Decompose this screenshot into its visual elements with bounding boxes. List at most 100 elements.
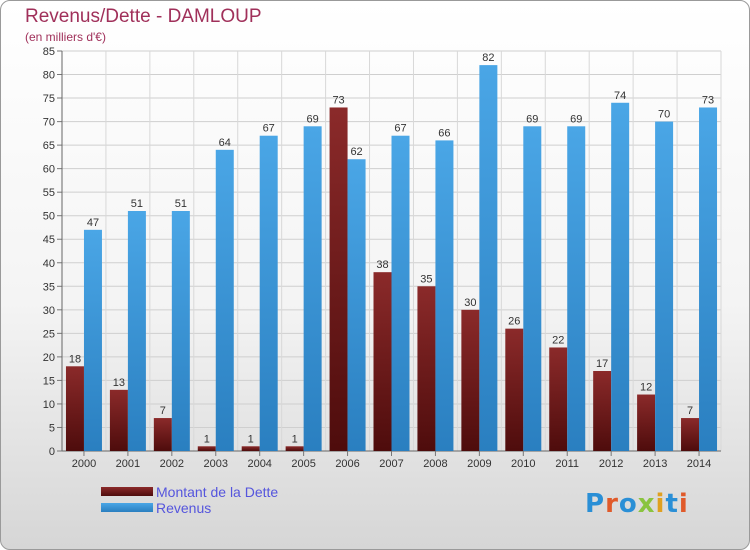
value-label-dette: 1 [204,433,210,445]
y-tick-label: 60 [43,164,55,176]
bar-revenus [567,126,586,451]
y-tick-label: 65 [43,140,55,152]
bar-revenus [83,229,102,451]
y-tick-label: 75 [43,93,55,105]
value-label-dette: 7 [687,405,693,417]
x-tick-label: 2014 [687,458,711,470]
bar-dette [109,389,128,451]
value-label-dette: 7 [160,405,166,417]
value-label-revenus: 51 [131,198,143,210]
value-label-revenus: 69 [526,113,538,125]
logo-letter: o [618,489,638,519]
bar-revenus [523,126,542,451]
x-tick-label: 2001 [116,458,140,470]
y-tick-label: 5 [49,422,55,434]
legend-swatch-revenus [101,503,153,512]
bar-revenus [391,135,410,452]
x-tick-label: 2004 [247,458,271,470]
y-tick-label: 10 [43,399,55,411]
value-label-revenus: 70 [658,109,670,121]
bar-dette [329,107,348,452]
bar-revenus [215,149,234,451]
value-label-dette: 35 [420,273,432,285]
value-label-revenus: 67 [263,123,275,135]
value-labels: 18 47 13 51 7 51 1 64 1 67 1 69 73 62 38 67 35 66 30 82 26 69… [69,52,714,445]
bar-revenus [171,211,190,451]
x-tick-label: 2000 [72,458,96,470]
logo-letter: r [605,489,619,519]
value-label-dette: 1 [292,433,298,445]
y-tick-label: 20 [43,352,55,364]
x-tick-label: 2008 [423,458,447,470]
value-label-revenus: 73 [702,94,714,106]
legend-label-dette: Montant de la Dette [156,484,279,500]
bar-revenus [127,211,146,451]
logo-letter: i [678,489,689,519]
bar-dette [197,446,216,451]
bar-dette [65,366,84,451]
value-label-dette: 1 [248,433,254,445]
x-tick-label: 2002 [160,458,184,470]
x-tick-label: 2005 [291,458,315,470]
chart-subtitle: (en milliers d'€) [25,30,106,44]
logo-letter: P [585,489,606,519]
x-tick-label: 2010 [511,458,535,470]
x-tick-label: 2006 [335,458,359,470]
bar-revenus [259,135,278,452]
bar-dette [549,347,568,451]
value-label-revenus: 69 [307,113,319,125]
bar-revenus [303,126,322,451]
x-tick-label: 2012 [599,458,623,470]
y-tick-label: 0 [49,446,55,458]
y-tick-label: 55 [43,187,55,199]
y-tick-label: 45 [43,234,55,246]
x-tick-label: 2007 [379,458,403,470]
bar-revenus [655,121,674,452]
x-tick-label: 2011 [555,458,579,470]
value-label-revenus: 69 [570,113,582,125]
value-label-dette: 30 [464,297,476,309]
bar-dette [417,286,436,451]
value-label-revenus: 51 [175,198,187,210]
bar-dette [241,446,260,451]
value-label-revenus: 82 [482,52,494,64]
value-label-revenus: 74 [614,90,626,102]
logo-letter: i [655,489,666,519]
logo-letter: x [637,489,656,519]
bar-dette [505,328,524,451]
bar-dette [153,418,172,451]
bar-dette [637,394,656,451]
value-label-dette: 17 [596,358,608,370]
y-tick-label: 85 [43,46,55,58]
y-tick-label: 80 [43,70,55,82]
y-tick-label: 15 [43,375,55,387]
x-tick-label: 2003 [204,458,228,470]
value-label-dette: 13 [113,377,125,389]
bar-revenus [611,102,630,451]
value-label-revenus: 66 [438,127,450,139]
y-tick-label: 50 [43,211,55,223]
y-tick-label: 40 [43,258,55,270]
value-label-revenus: 67 [394,123,406,135]
bar-dette [593,371,612,451]
value-label-dette: 12 [640,382,652,394]
value-label-revenus: 64 [219,137,231,149]
bar-dette [373,272,392,451]
value-label-revenus: 62 [350,146,362,158]
x-tick-label: 2013 [643,458,667,470]
y-tick-label: 30 [43,305,55,317]
value-label-revenus: 47 [87,217,99,229]
value-label-dette: 26 [508,316,520,328]
chart-title: Revenus/Dette - DAMLOUP [25,6,262,27]
bar-revenus [435,140,454,452]
value-label-dette: 18 [69,353,81,365]
bar-revenus [479,65,498,451]
bar-dette [461,309,480,451]
legend-label-revenus: Revenus [156,500,212,516]
x-tick-label: 2009 [467,458,491,470]
value-label-dette: 22 [552,334,564,346]
legend-swatch-dette [101,487,153,496]
bar-revenus [699,107,718,452]
